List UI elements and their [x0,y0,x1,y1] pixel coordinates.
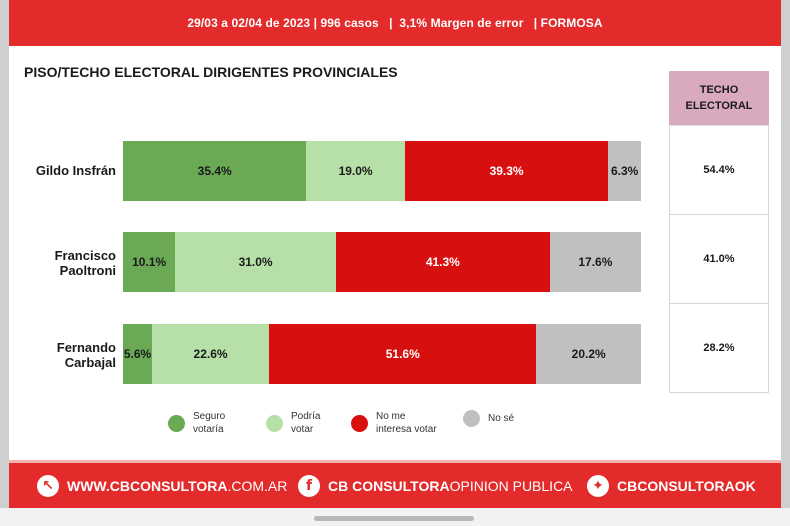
legend-item-no-se: No sé [463,410,514,427]
cursor-click-icon: ↖ [37,474,59,497]
footer-facebook-thin: OPINION PUBLICA [449,477,573,494]
legend-swatch-seguro [168,414,185,432]
candidate-2-line1: Fernando [56,340,116,355]
footer-bar: ↖ WWW.CBCONSULTORA .COM.AR f CB CONSULTOR… [9,460,781,508]
facebook-icon: f [298,474,320,497]
legend-item-seguro: Seguro votaría [168,410,225,436]
bar-2-no-me-interesa: 51.6% [269,324,537,384]
bar-1-no-se: 17.6% [549,232,641,292]
bar-0-podria: 19.0% [306,141,405,201]
bar-2-podria: 22.6% [152,324,270,384]
legend-label-no-me-interesa: No me interesa votar [376,411,437,435]
footer-website-bold: WWW.CBCONSULTORA [67,477,228,494]
footer-facebook-bold: CB CONSULTORA [328,477,450,494]
bar-0-no-me-interesa: 39.3% [404,141,609,201]
home-indicator[interactable] [314,516,474,521]
legend-item-podria: Podría votar [266,410,320,436]
techo-value-1: 41.0% [670,215,768,304]
candidate-1-line1: Francisco [54,248,116,263]
candidate-1-line2: Paoltroni [59,263,116,278]
bar-2-no-se: 20.2% [536,324,641,384]
techo-table: 54.4% 41.0% 28.2% [669,125,769,393]
legend-swatch-no-me-interesa [351,414,368,432]
techo-header-line1: TECHO [699,84,739,96]
bar-0-no-se: 6.3% [608,141,641,201]
footer-twitter[interactable]: ✦ CBCONSULTORAOK [587,463,756,508]
candidate-label-1: Francisco Paoltroni [14,248,116,278]
legend-swatch-podria [266,414,283,432]
techo-header-line2: ELECTORAL [685,100,753,112]
right-border [781,0,790,526]
candidate-0-line1: Gildo Insfrán [35,163,116,178]
techo-header: TECHO ELECTORAL [669,71,769,125]
bar-1-seguro: 10.1% [123,232,176,292]
techo-value-0: 54.4% [670,126,768,215]
footer-twitter-bold: CBCONSULTORAOK [617,477,756,494]
bar-0-seguro: 35.4% [123,141,307,201]
legend-swatch-no-se [463,410,480,427]
techo-value-2: 28.2% [703,342,735,354]
candidate-label-2: Fernando Carbajal [14,340,116,370]
left-border [0,0,9,526]
footer-website-thin: .COM.AR [227,477,288,494]
legend-item-no-me-interesa: No me interesa votar [351,410,437,436]
candidate-label-0: Gildo Insfrán [14,163,116,178]
chart-title: PISO/TECHO ELECTORAL DIRIGENTES PROVINCI… [24,64,398,80]
bar-1-podria: 31.0% [175,232,336,292]
candidate-2-line2: Carbajal [64,355,116,370]
twitter-icon: ✦ [587,474,609,497]
bar-1-no-me-interesa: 41.3% [335,232,550,292]
legend-label-no-se: No sé [488,413,515,424]
legend-label-seguro: Seguro votaría [193,411,226,435]
footer-facebook[interactable]: f CB CONSULTORA OPINION PUBLICA [298,463,573,508]
legend-label-podria: Podría votar [291,411,321,435]
survey-header: 29/03 a 02/04 de 2023 | 996 casos | 3,1%… [9,0,781,46]
bar-2-seguro: 5.6% [123,324,152,384]
footer-website[interactable]: ↖ WWW.CBCONSULTORA .COM.AR [37,463,287,508]
